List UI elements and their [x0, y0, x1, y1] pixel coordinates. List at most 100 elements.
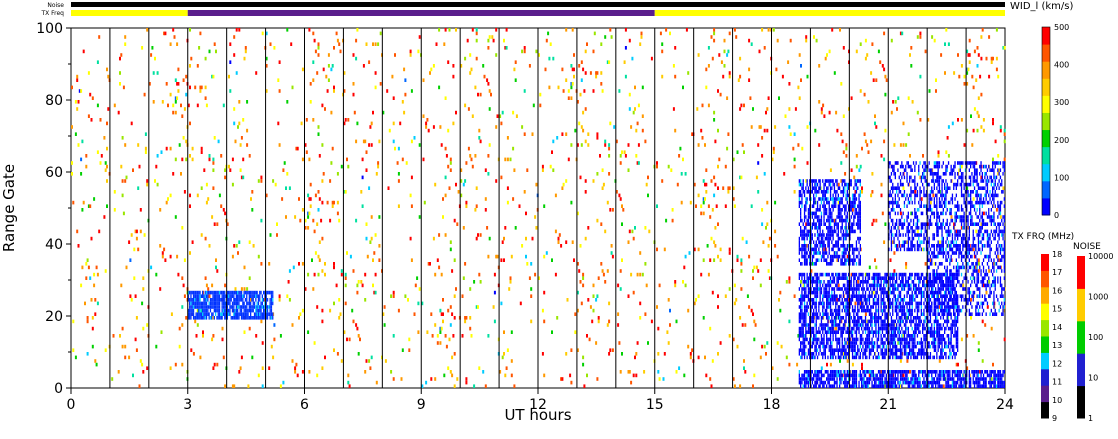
- region-cell: [938, 323, 941, 327]
- region-cell: [832, 287, 834, 291]
- region-cell: [824, 211, 826, 216]
- scatter-cell: [91, 326, 94, 331]
- region-cell: [853, 262, 855, 266]
- region-cell: [815, 272, 817, 277]
- scatter-cell: [560, 244, 563, 248]
- region-cell: [829, 312, 832, 316]
- region-cell: [868, 326, 871, 331]
- scatter-cell: [392, 294, 395, 298]
- region-cell: [835, 244, 837, 248]
- scatter-cell: [678, 366, 681, 370]
- scatter-cell: [460, 168, 463, 172]
- region-cell: [848, 208, 850, 212]
- region-cell: [189, 290, 191, 295]
- region-cell: [937, 305, 939, 309]
- region-cell: [894, 301, 896, 306]
- region-cell: [228, 301, 230, 306]
- region-cell: [928, 272, 930, 277]
- scatter-cell: [347, 373, 350, 378]
- region-cell: [862, 301, 864, 306]
- region-cell: [831, 308, 833, 313]
- region-cell: [850, 215, 852, 219]
- region-cell: [883, 305, 885, 309]
- scatter-cell: [431, 334, 434, 338]
- region-cell: [832, 218, 834, 223]
- scatter-cell: [504, 373, 507, 378]
- region-cell: [864, 341, 867, 345]
- region-cell: [801, 348, 803, 352]
- region-cell: [813, 204, 815, 208]
- scatter-cell: [976, 110, 979, 115]
- scatter-cell: [466, 38, 469, 43]
- scatter-cell: [567, 89, 570, 93]
- region-cell: [823, 182, 825, 187]
- region-cell: [923, 308, 925, 313]
- region-cell: [824, 348, 826, 352]
- region-cell: [827, 316, 829, 320]
- region-cell: [906, 352, 908, 356]
- region-cell: [866, 355, 868, 360]
- scatter-cell: [872, 78, 875, 82]
- scatter-cell: [224, 211, 227, 216]
- region-cell: [932, 283, 934, 288]
- region-cell: [814, 355, 816, 360]
- region-cell: [264, 316, 266, 320]
- scatter-cell: [710, 179, 713, 183]
- scatter-cell: [82, 200, 85, 205]
- region-cell: [907, 355, 909, 360]
- scatter-cell: [705, 67, 708, 72]
- scatter-cell: [792, 146, 795, 151]
- scatter-cell: [609, 208, 612, 212]
- scatter-cell: [683, 373, 686, 378]
- scatter-cell: [986, 305, 989, 309]
- region-cell: [813, 341, 815, 345]
- region-cell: [853, 218, 855, 223]
- region-cell: [828, 182, 830, 187]
- region-cell: [868, 312, 871, 316]
- region-cell: [876, 276, 878, 280]
- region-cell: [807, 229, 810, 234]
- scatter-cell: [977, 53, 980, 57]
- region-cell: [800, 229, 802, 234]
- scatter-cell: [993, 262, 996, 266]
- scatter-cell: [630, 380, 633, 385]
- region-cell: [839, 316, 841, 320]
- region-cell: [911, 352, 913, 356]
- region-cell: [922, 294, 924, 298]
- scatter-cell: [801, 146, 804, 151]
- scatter-cell: [966, 82, 969, 86]
- scatter-cell: [260, 175, 263, 180]
- region-cell: [881, 344, 884, 349]
- region-cell: [875, 276, 877, 280]
- region-cell: [848, 193, 850, 198]
- scatter-cell: [106, 204, 108, 208]
- region-cell: [828, 290, 830, 295]
- region-cell: [798, 330, 800, 334]
- region-cell: [828, 294, 830, 298]
- scatter-cell: [687, 71, 690, 75]
- region-cell: [810, 316, 812, 320]
- region-cell: [837, 272, 839, 277]
- scatter-cell: [842, 352, 845, 356]
- region-cell: [248, 298, 250, 302]
- region-cell: [827, 290, 829, 295]
- region-cell: [831, 258, 833, 262]
- region-cell: [803, 254, 806, 259]
- scatter-cell: [966, 334, 969, 338]
- region-cell: [813, 301, 815, 306]
- scatter-cell: [864, 139, 867, 144]
- region-cell: [888, 308, 890, 313]
- region-cell: [893, 341, 895, 345]
- region-cell: [925, 290, 928, 295]
- region-cell: [923, 319, 925, 324]
- region-cell: [881, 298, 884, 302]
- region-cell: [892, 319, 894, 324]
- region-cell: [848, 308, 850, 313]
- region-cell: [855, 240, 858, 244]
- region-cell: [916, 352, 919, 356]
- region-cell: [859, 218, 861, 223]
- region-cell: [933, 305, 935, 309]
- region-cell: [923, 276, 925, 280]
- region-cell: [802, 323, 804, 327]
- region-cell: [207, 290, 209, 295]
